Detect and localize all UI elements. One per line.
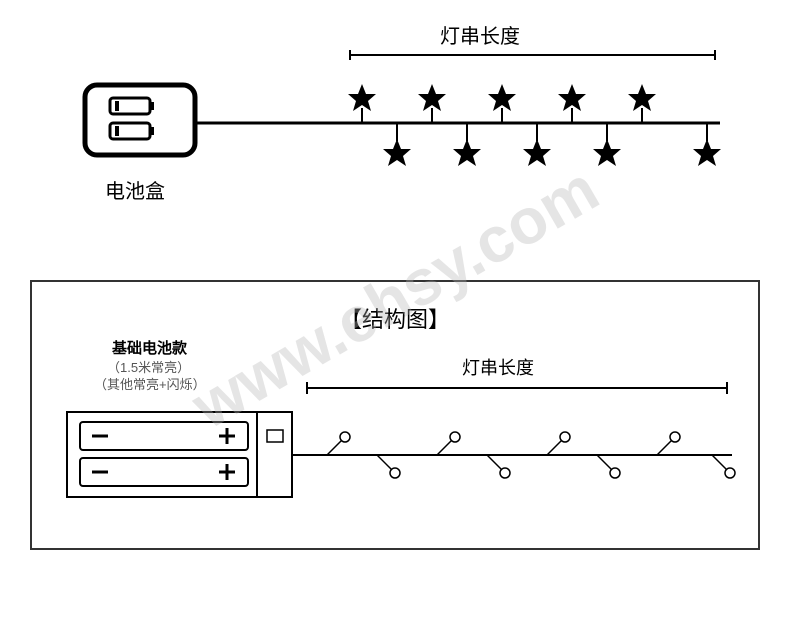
diagram-structure: 【结构图】 基础电池款 （1.5米常亮） （其他常亮+闪烁） 灯串长度 [30,280,760,550]
stars-top [348,84,656,123]
star-diagram-svg [60,20,760,200]
leds-top [327,432,680,455]
diagram-star-string: 灯串长度 电池盒 [60,20,730,220]
structure-svg [32,282,762,552]
battery-box-label: 电池盒 [105,175,165,204]
stars-bottom [383,123,721,166]
leds-bottom [377,455,735,478]
